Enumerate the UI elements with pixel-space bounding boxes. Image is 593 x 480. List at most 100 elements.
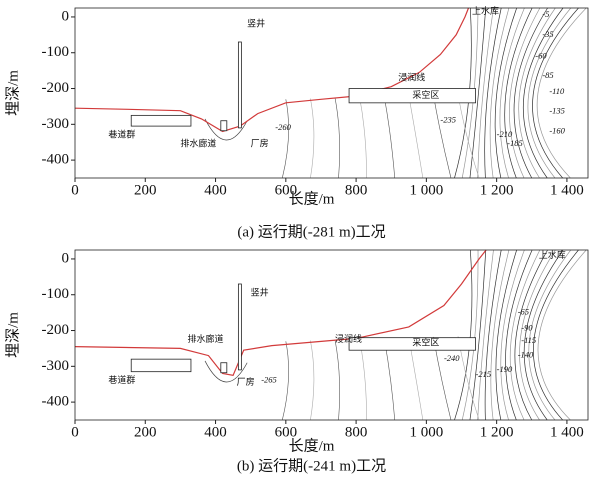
contour-line [484, 249, 502, 421]
contour-line [204, 360, 248, 383]
contour-label: -65 [518, 307, 529, 317]
contour-line [457, 94, 480, 179]
x-tick-label: 800 [345, 424, 368, 440]
contour-label: -135 [549, 106, 565, 116]
contour-line [359, 339, 367, 421]
contour-line [505, 249, 533, 421]
y-tick-label: -400 [42, 152, 70, 168]
contour-label: -140 [518, 350, 534, 360]
annotation: 巷道群 [108, 129, 135, 141]
contour-line [383, 338, 396, 421]
x-tick-label: 200 [134, 182, 157, 198]
contour-label: -210 [497, 129, 513, 139]
contour-line [500, 249, 525, 421]
contour-line [514, 249, 548, 421]
contour-label: -265 [261, 375, 277, 385]
contour-line [504, 7, 533, 179]
contour-line [484, 7, 502, 179]
caption: (a) 运行期(-281 m)工况 [237, 223, 385, 240]
y-tick-label: -100 [42, 44, 70, 60]
plot-frame [74, 249, 589, 421]
annotation: 排水廊道 [180, 138, 216, 150]
contour-line [454, 249, 473, 421]
contour-label: -110 [549, 86, 565, 96]
y-tick-label: -400 [42, 394, 70, 410]
x-tick-label: 0 [71, 182, 79, 198]
tunnels [130, 114, 192, 127]
annotation: 上水库 [472, 5, 499, 17]
contour-line [469, 7, 487, 179]
x-tick-label: 400 [204, 182, 227, 198]
contour-line [509, 7, 541, 179]
goaf [348, 337, 476, 351]
y-tick-label: -300 [42, 116, 70, 132]
panel: -5 -35 -60 -85 -110 -135 -160 -185-210 -235 -260 上… [4, 5, 589, 240]
contour-line [477, 249, 494, 421]
contour-line [489, 7, 510, 179]
annotation: 上水库 [539, 249, 566, 261]
phreatic-line [74, 249, 487, 376]
contour-line [282, 341, 289, 421]
annotation: 浸润线 [335, 333, 362, 345]
contour-label: -185 [507, 138, 523, 148]
y-tick-label: 0 [62, 250, 70, 266]
contour-line [523, 7, 564, 179]
annotation: 采空区 [412, 337, 439, 349]
caption: (b) 运行期(-241 m)工况 [237, 457, 386, 474]
contour-line [408, 95, 424, 179]
contour-label: -260 [275, 122, 291, 132]
y-tick-label: -200 [42, 322, 70, 338]
contour-line [494, 7, 518, 179]
contour-label: -215 [476, 369, 492, 379]
contour-line [527, 7, 572, 179]
contour-line [469, 249, 487, 421]
y-axis-label: 埋深/m [4, 70, 21, 116]
phreatic-line [74, 7, 470, 133]
contour-line [523, 249, 564, 421]
contour-line [513, 7, 548, 179]
contour-label: -5 [542, 9, 549, 19]
annotation: 排水廊道 [187, 333, 223, 345]
x-tick-label: 0 [71, 424, 79, 440]
contour-line [533, 249, 579, 421]
contour-line [334, 339, 340, 421]
contour-line [518, 7, 556, 179]
contour-line [495, 249, 518, 421]
x-tick-label: 1 400 [550, 424, 584, 440]
contour-label: -35 [542, 29, 553, 39]
annotation: 浸润线 [398, 71, 425, 83]
annotation: 厂房 [251, 138, 269, 150]
contour-label: -235 [440, 115, 456, 125]
goaf [348, 88, 476, 104]
contour-line [433, 94, 452, 179]
contour-label: -60 [535, 50, 547, 60]
contour-line [282, 99, 289, 179]
annotation: 厂房 [237, 376, 255, 388]
y-tick-label: -100 [42, 286, 70, 302]
annotation: 竖井 [247, 18, 265, 30]
contour-label: -90 [521, 323, 533, 333]
contour-line [359, 97, 367, 179]
contour-line [204, 118, 248, 141]
contour-line [509, 249, 541, 421]
x-tick-label: 600 [275, 182, 298, 198]
shaft [237, 283, 242, 371]
x-axis-label: 长度/m [289, 190, 335, 207]
contour-label: -240 [444, 353, 460, 363]
shaft [237, 41, 242, 129]
contour-line [477, 7, 494, 179]
contour-line [334, 97, 340, 179]
contour-line [490, 249, 510, 421]
contour-label: -85 [542, 70, 553, 80]
contour-label: -115 [521, 335, 536, 345]
x-axis-label: 长度/m [289, 437, 335, 454]
y-tick-label: -300 [42, 358, 70, 374]
annotation: 巷道群 [108, 374, 135, 386]
x-tick-label: 1 000 [409, 424, 443, 440]
contour-line [528, 249, 572, 421]
y-tick-label: 0 [62, 8, 70, 24]
contour-line [383, 96, 396, 179]
contour-line [310, 98, 315, 179]
powerhouse [220, 120, 228, 132]
